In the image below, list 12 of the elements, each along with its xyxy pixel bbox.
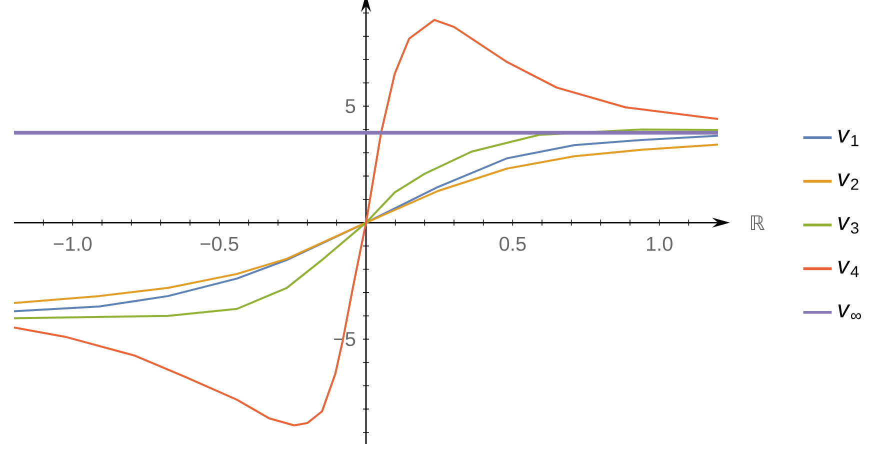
legend-label: v$_{∞}$ [838, 304, 861, 320]
x-axis-title: ℝ [751, 215, 765, 230]
line-series [13, 18, 720, 426]
legend-label: v$_{2}$ [838, 173, 858, 190]
legend-label: v$_{1}$ [838, 130, 858, 146]
x-tick-label: −1.0 [54, 236, 92, 251]
x-tick-label: 0.5 [500, 236, 526, 251]
legend-label: v$_{4}$ [838, 260, 859, 278]
y-tick-label: 5 [346, 99, 356, 114]
legend-label: v$_{3}$ [838, 217, 858, 234]
x-tick-label: 1.0 [646, 236, 672, 251]
x-tick-label: −0.5 [200, 236, 238, 251]
